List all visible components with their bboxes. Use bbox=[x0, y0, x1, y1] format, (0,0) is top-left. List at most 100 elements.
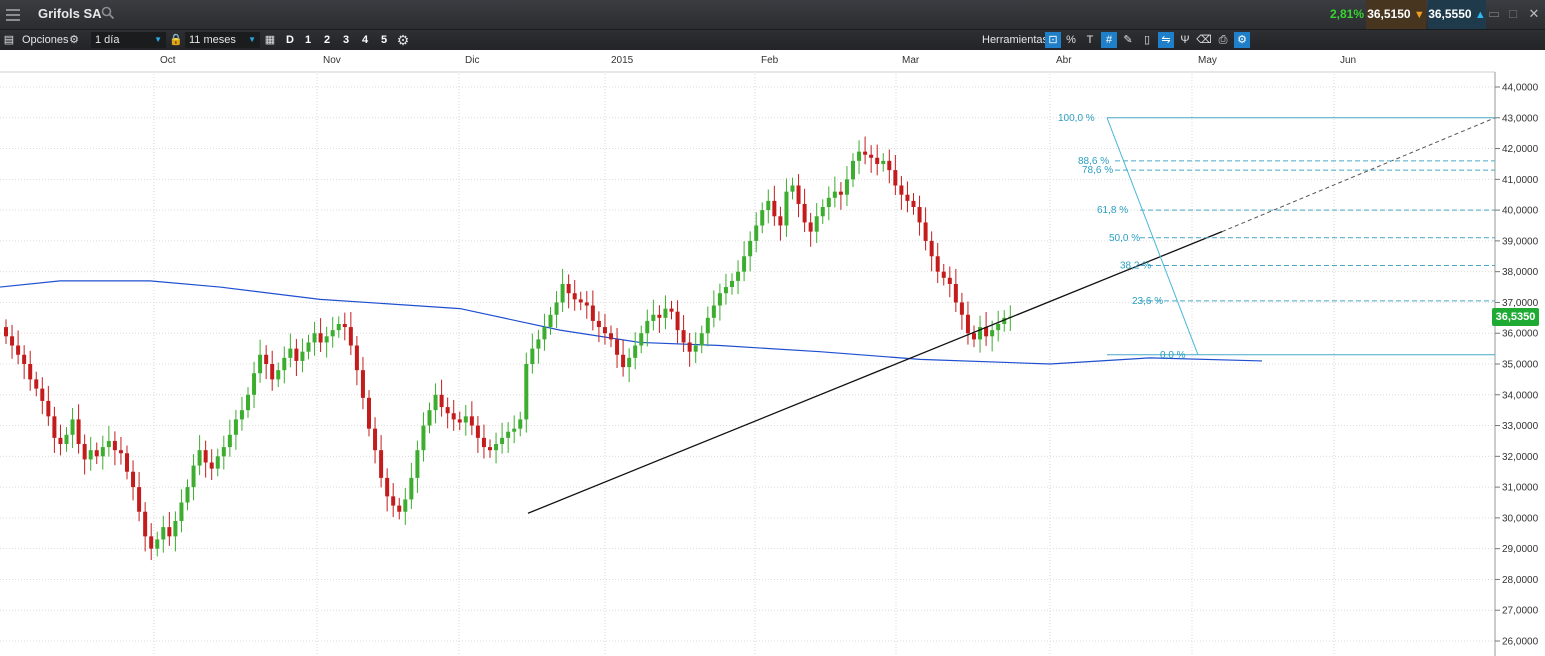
draw-line-tool-icon[interactable]: ✎ bbox=[1123, 34, 1133, 46]
candle-body bbox=[252, 373, 257, 395]
fibonacci-tool-icon[interactable]: ⇋ bbox=[1158, 32, 1174, 48]
candle-body bbox=[705, 317, 710, 334]
up-arrow-icon: ▲ bbox=[1474, 9, 1486, 21]
candle-body bbox=[433, 394, 438, 411]
moving-average-line bbox=[0, 280, 1263, 365]
candle-body bbox=[106, 440, 111, 448]
window-minimize-icon[interactable]: ▭ bbox=[1487, 6, 1501, 21]
candle-body bbox=[899, 185, 904, 195]
candle-body bbox=[481, 437, 486, 448]
candle-body bbox=[203, 450, 208, 463]
candle-body bbox=[88, 450, 93, 460]
candle-body bbox=[851, 160, 855, 180]
candle-body bbox=[488, 447, 492, 451]
options-gear-icon[interactable]: ⚙ bbox=[69, 34, 79, 46]
candle-body bbox=[427, 410, 432, 426]
hamburger-menu-icon[interactable] bbox=[4, 6, 22, 22]
window-maximize-icon[interactable]: □ bbox=[1509, 6, 1517, 21]
interval-select[interactable]: 1 día ▼ bbox=[91, 32, 166, 48]
candle-body bbox=[221, 447, 226, 457]
candle-body bbox=[506, 431, 511, 438]
candle-body bbox=[10, 336, 15, 346]
crosshair-tool-icon[interactable]: ⊡ bbox=[1045, 32, 1061, 48]
pitchfork-tool-icon[interactable]: Ψ bbox=[1180, 34, 1190, 46]
y-tick-label: 41,0000 bbox=[1502, 175, 1539, 186]
candle-body bbox=[215, 456, 220, 469]
text-tool-icon[interactable]: T bbox=[1086, 34, 1094, 46]
month-label: 2015 bbox=[611, 55, 634, 66]
options-list-icon[interactable]: ▤ bbox=[3, 34, 15, 46]
candle-body bbox=[179, 502, 184, 521]
candle-body bbox=[711, 305, 716, 318]
range-select[interactable]: 11 meses ▼ bbox=[185, 32, 260, 48]
candle-body bbox=[978, 327, 983, 340]
month-label: Jun bbox=[1340, 55, 1356, 66]
period-button-4[interactable]: 4 bbox=[361, 34, 369, 46]
candle-body bbox=[463, 416, 468, 423]
candle-body bbox=[137, 487, 142, 512]
month-header-row bbox=[0, 50, 1495, 72]
candle-body bbox=[264, 354, 269, 364]
period-button-1[interactable]: 1 bbox=[304, 34, 312, 46]
search-icon[interactable] bbox=[101, 6, 115, 20]
candle-body bbox=[300, 351, 305, 361]
fib-level-label: 23,6 % bbox=[1132, 296, 1163, 307]
candle-body bbox=[693, 345, 698, 352]
candle-body bbox=[953, 283, 958, 303]
candle-body bbox=[149, 536, 154, 549]
period-button-3[interactable]: 3 bbox=[342, 34, 350, 46]
candle-body bbox=[379, 450, 384, 478]
candle-body bbox=[324, 336, 329, 343]
calendar-icon[interactable]: ▦ bbox=[264, 34, 276, 46]
candle-body bbox=[578, 299, 583, 303]
candle-body bbox=[336, 323, 341, 331]
period-button-5[interactable]: 5 bbox=[380, 34, 388, 46]
settings-gear-icon[interactable]: ⚙ bbox=[396, 32, 410, 48]
candle-body bbox=[669, 308, 674, 312]
eraser-tool-icon[interactable]: ⌫ bbox=[1196, 34, 1212, 46]
lock-icon[interactable]: 🔒 bbox=[169, 34, 183, 46]
candle-body bbox=[227, 434, 232, 448]
candle-body bbox=[52, 416, 57, 438]
candle-body bbox=[185, 487, 190, 503]
candle-body bbox=[288, 348, 293, 358]
indicator-tool-icon[interactable]: ⚙ bbox=[1234, 32, 1250, 48]
candle-body bbox=[100, 447, 105, 457]
sell-price-button[interactable]: 36,5150 ▼ bbox=[1366, 0, 1426, 29]
candle-body bbox=[415, 450, 420, 478]
period-button-d[interactable]: D bbox=[286, 34, 294, 46]
candle-body bbox=[330, 330, 335, 337]
candle-body bbox=[367, 397, 371, 429]
candle-body bbox=[40, 388, 45, 401]
buy-price-button[interactable]: 36,5550 ▲ bbox=[1428, 0, 1486, 29]
options-menu[interactable]: Opciones bbox=[22, 34, 69, 46]
vertical-line-tool-icon[interactable]: ▯ bbox=[1143, 34, 1151, 46]
candle-body bbox=[155, 539, 160, 549]
candle-body bbox=[554, 302, 559, 315]
period-button-2[interactable]: 2 bbox=[323, 34, 331, 46]
candle-body bbox=[645, 320, 650, 334]
y-tick-label: 30,0000 bbox=[1502, 513, 1539, 524]
candle-body bbox=[566, 283, 571, 294]
candle-body bbox=[742, 256, 747, 272]
print-tool-icon[interactable]: ⎙ bbox=[1218, 34, 1228, 46]
sell-price: 36,5150 bbox=[1367, 7, 1411, 21]
candle-body bbox=[294, 348, 299, 361]
candle-body bbox=[881, 160, 886, 164]
candle-body bbox=[22, 354, 27, 364]
y-tick-label: 44,0000 bbox=[1502, 83, 1539, 94]
candle-body bbox=[258, 354, 263, 374]
interval-value: 1 día bbox=[95, 34, 120, 46]
month-label: Oct bbox=[160, 55, 176, 66]
candle-body bbox=[58, 437, 63, 445]
candle-body bbox=[796, 185, 801, 204]
price-chart[interactable]: Oct Nov Dic 2015 Feb Mar Abr May Jun 44,0000 43,0… bbox=[0, 50, 1545, 656]
window-close-icon[interactable]: ✕ bbox=[1528, 6, 1540, 21]
grid-tool-icon[interactable]: # bbox=[1101, 32, 1117, 48]
candle-body bbox=[131, 471, 136, 488]
candle-body bbox=[663, 308, 668, 318]
candle-body bbox=[875, 157, 880, 164]
candle-body bbox=[826, 197, 831, 208]
percent-tool-icon[interactable]: % bbox=[1066, 34, 1076, 46]
title-bar: Grifols SA 2,81% 36,5150 ▼ 36,5550 ▲ ▭ □… bbox=[0, 0, 1545, 30]
